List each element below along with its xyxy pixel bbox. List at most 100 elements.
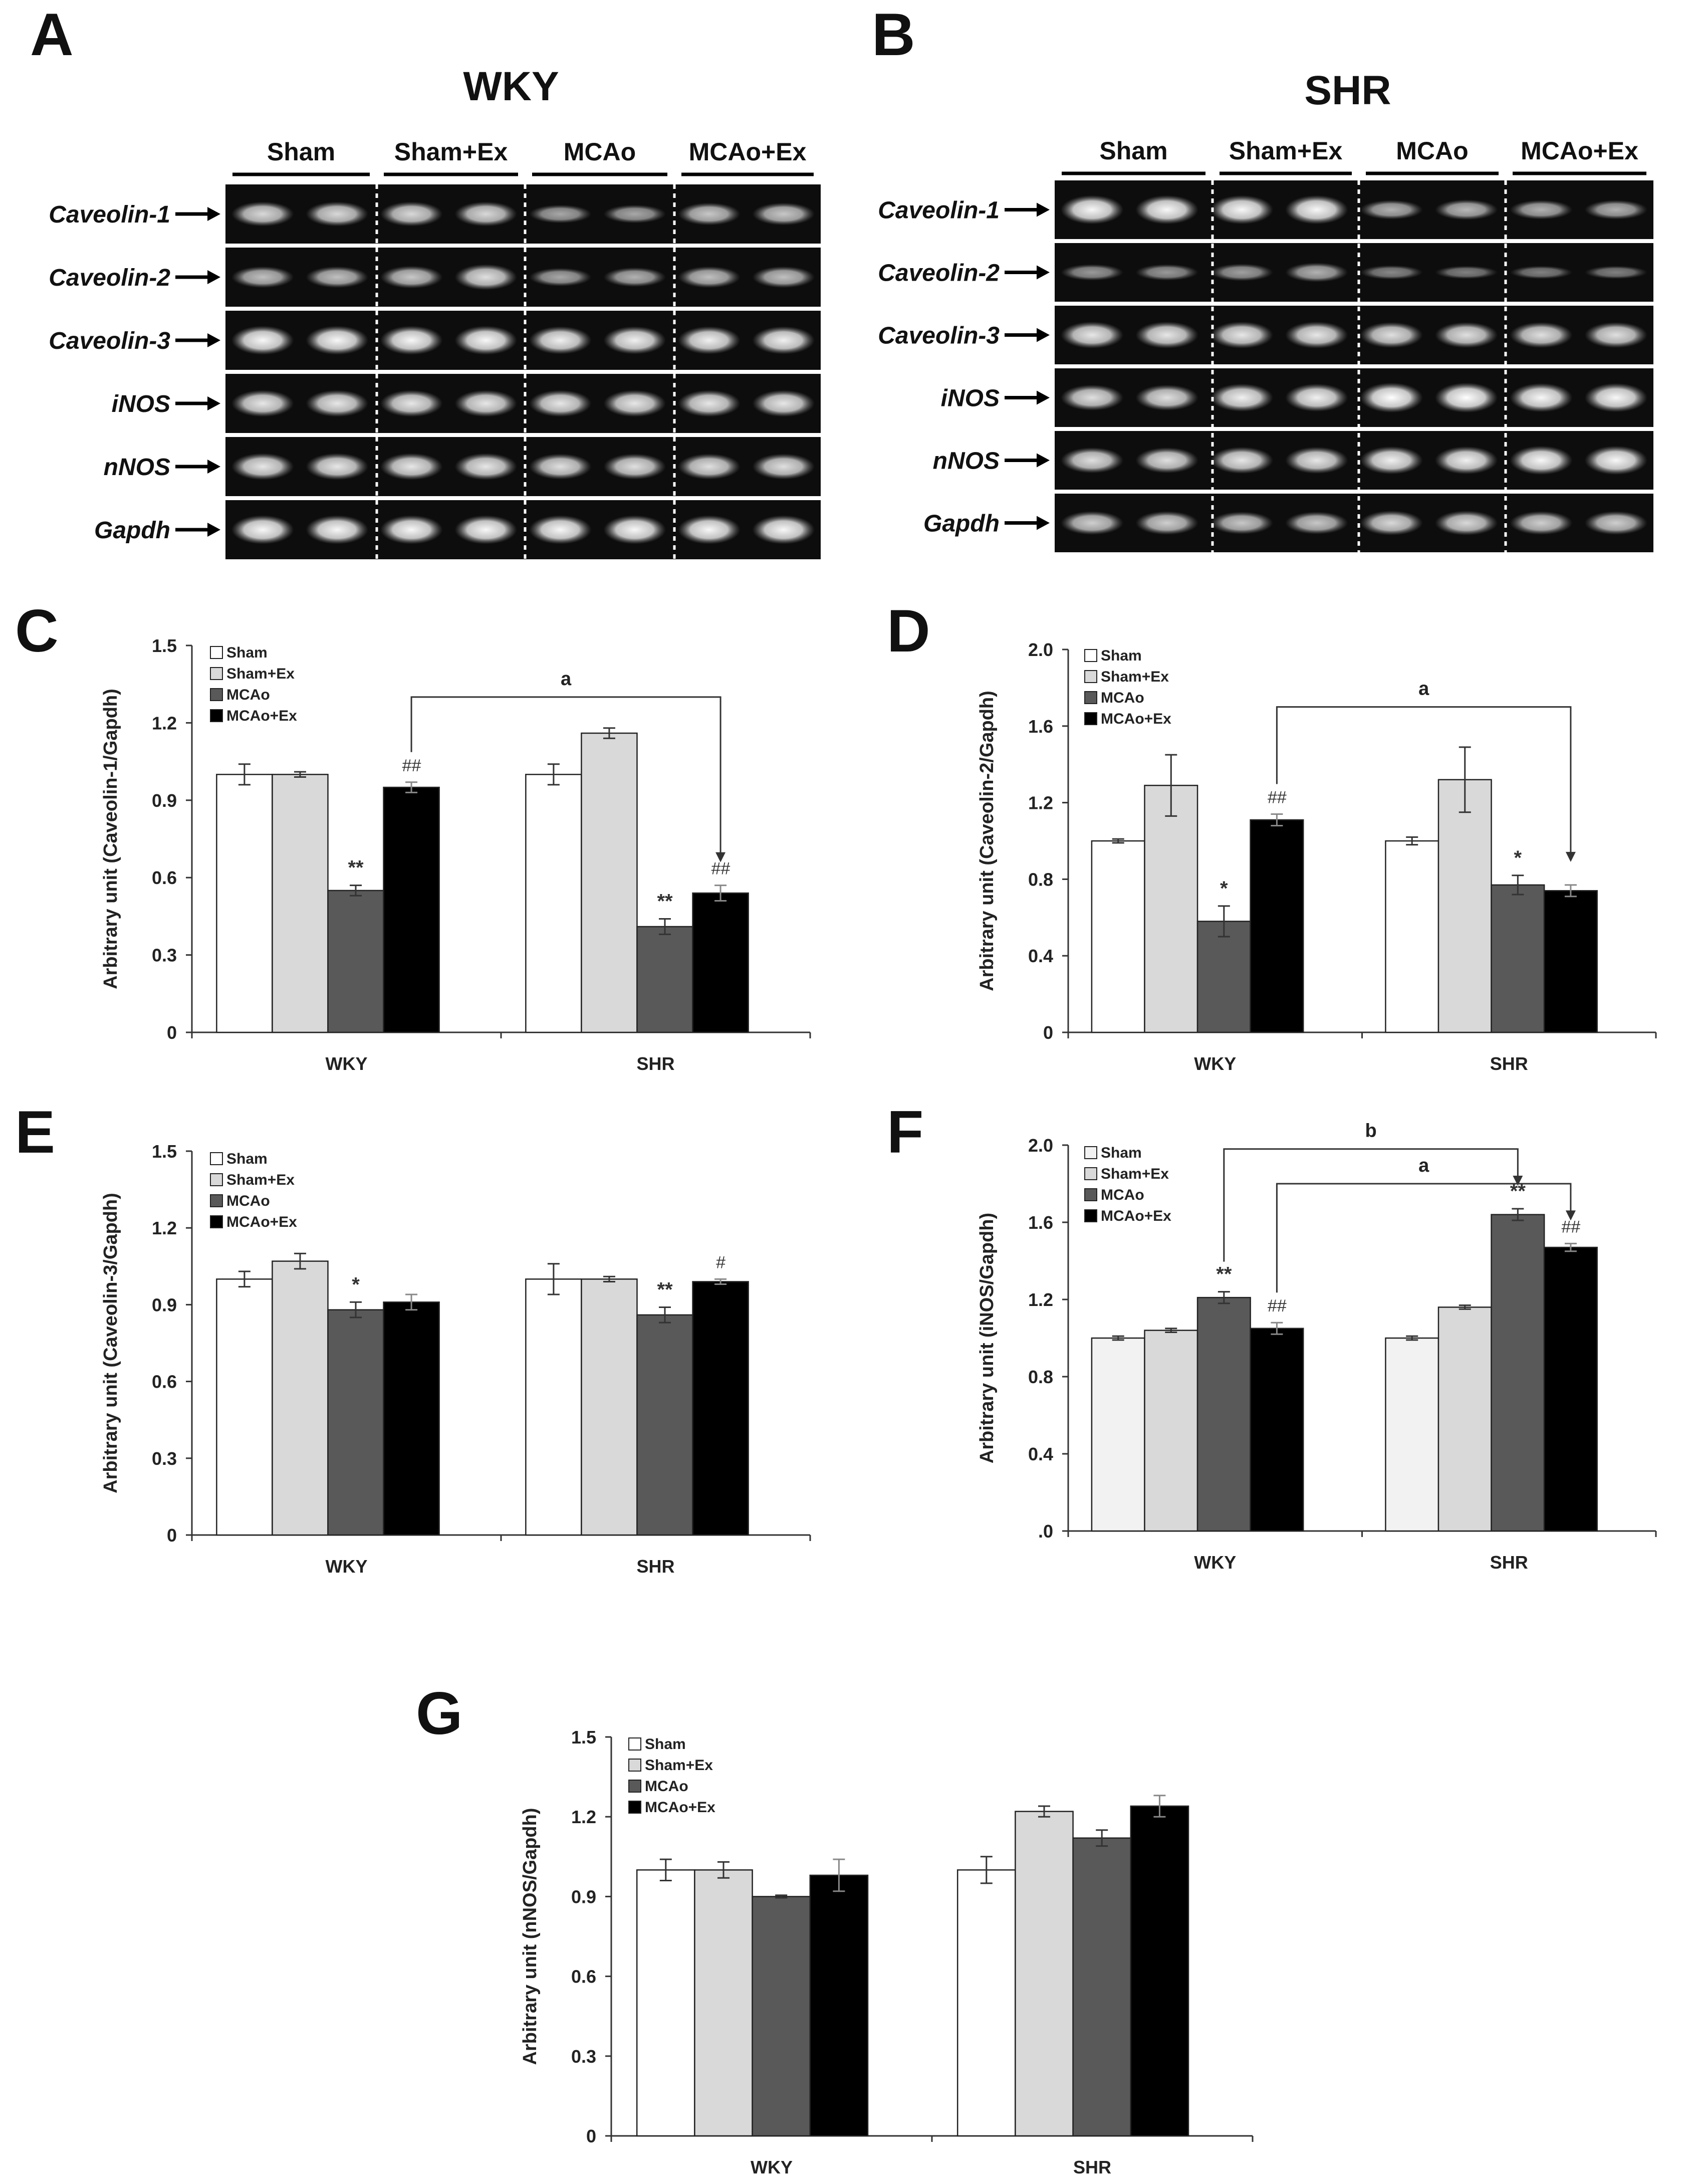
gel-band <box>677 326 741 354</box>
significance-marker: ** <box>1216 1263 1232 1285</box>
gel-band <box>1360 382 1423 413</box>
legend-swatch <box>628 1737 641 1751</box>
gel-band <box>1360 200 1423 220</box>
gel-row-label: Caveolin-1 <box>878 197 1000 224</box>
gel-band <box>1434 510 1498 536</box>
y-tick-label: 0.6 <box>152 1372 177 1392</box>
arrow-head-icon <box>1037 202 1050 217</box>
gel-band <box>1360 322 1423 348</box>
gel-band <box>1060 195 1124 225</box>
gel-band <box>306 326 369 355</box>
gel-group-header: MCAo+Ex <box>1521 137 1638 165</box>
gel-band <box>529 268 592 287</box>
gel-band <box>1060 264 1124 281</box>
bracket-arrow-icon <box>1513 1176 1523 1186</box>
gel-band <box>454 264 518 290</box>
panel-label-f: F <box>887 1099 923 1166</box>
legend-swatch <box>1084 1167 1097 1180</box>
x-tick-label: WKY <box>326 1053 368 1074</box>
arrow-head-icon <box>207 270 220 284</box>
bar-mcao <box>327 1309 384 1536</box>
bar-mcao-plus-ex <box>1250 1328 1304 1532</box>
gel-band <box>1210 195 1274 225</box>
gel-band <box>1360 510 1423 536</box>
arrow-head-icon <box>207 523 220 537</box>
significance-marker: ** <box>348 857 364 879</box>
legend-label: Sham+Ex <box>226 1172 295 1188</box>
bar-mcao <box>752 1896 811 2137</box>
legend-label: MCAo+Ex <box>226 708 297 724</box>
y-tick-label: 1.6 <box>1028 716 1053 737</box>
y-tick-label: 0.9 <box>152 790 177 811</box>
y-axis-label: Arbitrary unit (Caveolin-2/Gapdh) <box>977 691 998 991</box>
gel-band <box>454 453 518 480</box>
bar-sham-plus-ex <box>1144 1330 1198 1532</box>
panel-label-d: D <box>887 597 930 665</box>
legend-swatch <box>628 1801 641 1814</box>
significance-marker: ## <box>1268 788 1287 807</box>
arrow-head-icon <box>1037 453 1050 468</box>
significance-marker: * <box>1514 847 1522 869</box>
gel-row-label: Caveolin-2 <box>878 260 1000 287</box>
gel-band <box>231 390 294 417</box>
bar-mcao-plus-ex <box>1543 890 1598 1033</box>
gel-title: SHR <box>1304 68 1391 113</box>
gel-group-header: Sham <box>1099 137 1167 165</box>
legend-swatch <box>1084 712 1097 725</box>
gel-band <box>1135 195 1198 225</box>
legend-label: MCAo+Ex <box>1101 711 1171 727</box>
significance-marker: ## <box>711 859 731 879</box>
gel-band <box>529 454 592 480</box>
gel-band <box>306 515 369 544</box>
y-tick-label: 0.9 <box>152 1294 177 1315</box>
legend-swatch <box>628 1780 641 1793</box>
gel-band <box>306 266 369 288</box>
comparison-bracket <box>1276 1183 1572 1293</box>
gel-band <box>306 201 369 227</box>
x-tick-label: WKY <box>1194 1552 1236 1573</box>
gel-band <box>677 266 741 288</box>
y-tick-label: 0.3 <box>152 945 177 966</box>
significance-marker: ## <box>402 756 421 775</box>
y-tick-label: 0.6 <box>571 1967 596 1987</box>
gel-row-label: nNOS <box>104 454 170 481</box>
x-tick-label: WKY <box>751 2157 793 2177</box>
legend-label: Sham+Ex <box>1101 669 1169 685</box>
x-tick-label: SHR <box>1490 1552 1528 1573</box>
gel-group-header: Sham <box>267 138 335 166</box>
gel-band <box>529 204 592 224</box>
x-tick-label: WKY <box>326 1556 368 1577</box>
legend-label: Sham <box>1101 647 1142 664</box>
gel-panel-a: WKY Sham Sham+Ex MCAo MCAo+Ex Caveolin-1 Caveo… <box>49 64 821 559</box>
gel-band <box>231 453 294 480</box>
gel-band <box>1434 446 1498 475</box>
gel-row-label: Gapdh <box>94 517 170 544</box>
legend-swatch <box>1084 1146 1097 1159</box>
gel-band <box>1060 447 1124 474</box>
legend-label: MCAo <box>226 687 270 703</box>
legend-label: MCAo+Ex <box>645 1799 715 1816</box>
legend-swatch <box>1084 1209 1097 1222</box>
bar-sham <box>216 774 273 1033</box>
legend-swatch <box>210 1215 223 1228</box>
legend-swatch <box>1084 670 1097 683</box>
legend-label: Sham+Ex <box>645 1757 713 1774</box>
chart-panel-c: 0 0.3 0.6 0.9 1.2 1.5 WKY SHR Arbitrary unit (Ca… <box>100 635 811 1074</box>
bar-sham-plus-ex <box>1144 784 1198 1033</box>
y-tick-label: 0.8 <box>1028 869 1053 890</box>
gel-band <box>1210 447 1274 474</box>
significance-marker: ** <box>657 891 673 913</box>
bar-mcao <box>327 890 384 1033</box>
gel-band <box>454 390 518 417</box>
significance-marker: ## <box>1561 1217 1581 1236</box>
gel-band <box>380 326 443 355</box>
gel-band <box>1360 446 1423 475</box>
legend-label: MCAo <box>1101 690 1144 706</box>
gel-band <box>1285 263 1348 282</box>
chart-panel-e: 0 0.3 0.6 0.9 1.2 1.5 WKY SHR Arbitrary unit (Ca… <box>100 1141 811 1577</box>
y-axis-label: Arbitrary unit (iNOS/Gapdh) <box>977 1213 998 1463</box>
gel-band <box>1060 511 1124 535</box>
x-tick-label: SHR <box>1490 1053 1528 1074</box>
bar-sham <box>525 774 582 1033</box>
gel-band <box>1584 266 1648 279</box>
